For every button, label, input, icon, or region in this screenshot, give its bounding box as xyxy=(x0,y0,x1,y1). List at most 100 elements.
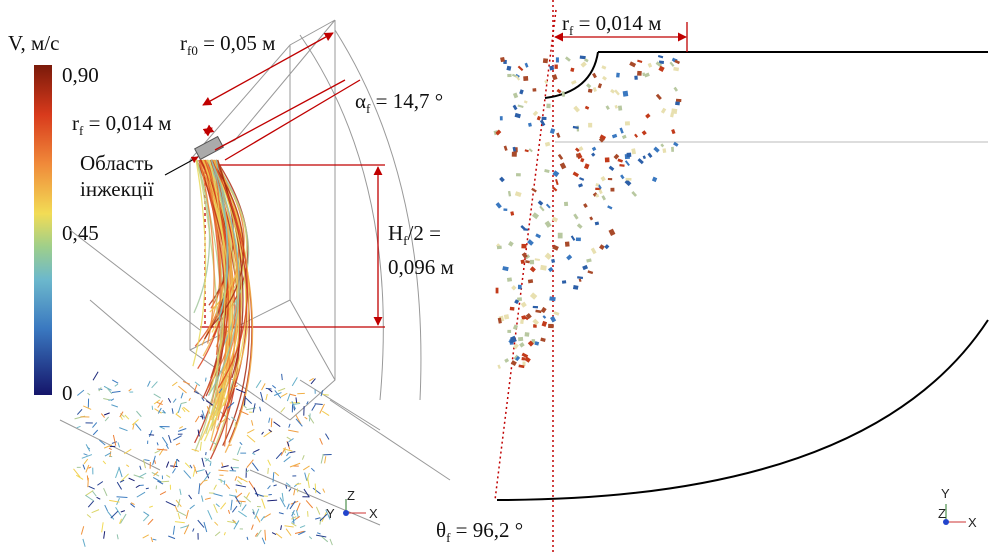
particle xyxy=(608,229,615,236)
particle xyxy=(190,465,192,468)
particle xyxy=(586,83,591,88)
particle xyxy=(571,235,576,241)
particle xyxy=(637,60,642,63)
label-symbol: H xyxy=(388,221,403,245)
particle xyxy=(235,422,236,427)
particle xyxy=(117,482,121,489)
particle xyxy=(118,442,120,447)
particle xyxy=(601,65,606,69)
particle xyxy=(284,457,291,462)
particle xyxy=(322,411,329,415)
particle xyxy=(669,62,674,67)
particle xyxy=(627,153,632,157)
particle xyxy=(224,480,225,484)
particle xyxy=(104,488,107,496)
particle xyxy=(321,454,323,464)
particle xyxy=(172,382,177,386)
particle xyxy=(152,382,158,388)
particle xyxy=(287,437,291,440)
particle xyxy=(136,485,140,487)
particle xyxy=(238,511,246,517)
particle xyxy=(276,452,282,458)
particle xyxy=(593,87,597,92)
particle xyxy=(288,430,298,432)
particle xyxy=(507,330,511,333)
particle xyxy=(524,100,528,103)
particle xyxy=(673,67,679,71)
particle xyxy=(173,436,181,440)
particle xyxy=(104,413,110,415)
particle xyxy=(236,485,246,487)
particle xyxy=(218,470,228,471)
particle xyxy=(311,468,314,471)
particle xyxy=(86,465,89,472)
particle xyxy=(229,445,232,446)
particle xyxy=(256,380,261,388)
particle xyxy=(216,504,220,507)
particle xyxy=(534,341,539,345)
particle xyxy=(237,447,240,455)
particle xyxy=(202,458,204,467)
axis-triad: Y Z X xyxy=(326,488,378,521)
particle xyxy=(546,204,551,209)
particle xyxy=(601,195,606,200)
particle xyxy=(625,160,630,166)
particle xyxy=(562,91,565,97)
particle xyxy=(583,203,588,208)
particle xyxy=(236,493,242,498)
particle xyxy=(285,450,286,453)
figure: V, м/с 0,90 0,45 0 rf0 = 0,05 м rf = 0,0… xyxy=(0,0,990,553)
particle xyxy=(202,496,203,502)
particle xyxy=(262,432,264,434)
particle xyxy=(92,491,96,496)
particle xyxy=(289,424,290,428)
colorbar xyxy=(34,65,52,395)
particle xyxy=(224,532,225,535)
particle xyxy=(178,428,186,431)
particle xyxy=(189,495,192,499)
particle xyxy=(546,104,550,109)
particle xyxy=(592,73,597,78)
particle xyxy=(634,134,638,138)
particle xyxy=(565,242,570,247)
particle xyxy=(88,478,89,487)
particle xyxy=(268,460,271,466)
particle xyxy=(260,407,261,411)
label-symbol: α xyxy=(355,89,366,113)
particle xyxy=(518,66,524,72)
particle xyxy=(631,191,637,197)
particle xyxy=(500,116,503,120)
label-symbol: r xyxy=(562,11,569,35)
particle xyxy=(87,447,90,449)
particle xyxy=(551,259,555,263)
label-text: = 0,014 м xyxy=(573,11,661,35)
particle xyxy=(181,393,183,399)
axis-label: Z xyxy=(938,506,946,521)
particle xyxy=(273,472,274,482)
particle xyxy=(513,105,518,111)
particle xyxy=(129,389,132,391)
particle xyxy=(149,435,154,436)
particle xyxy=(274,485,277,486)
particle xyxy=(254,488,258,497)
particle xyxy=(93,372,98,381)
particle xyxy=(135,424,141,431)
particle xyxy=(214,504,218,513)
particle xyxy=(294,489,295,495)
particle xyxy=(645,113,650,118)
particle xyxy=(519,89,524,94)
particle xyxy=(274,422,281,427)
particle xyxy=(671,129,675,134)
particle xyxy=(543,315,547,319)
particle xyxy=(675,101,680,105)
particle xyxy=(286,529,291,536)
particle xyxy=(157,442,158,445)
axis-label: Y xyxy=(941,486,950,501)
particle xyxy=(146,488,149,489)
particle xyxy=(330,539,332,545)
particle xyxy=(528,279,533,283)
particle xyxy=(637,71,642,76)
particle xyxy=(195,382,200,386)
particle xyxy=(510,211,514,215)
particle xyxy=(601,176,606,181)
